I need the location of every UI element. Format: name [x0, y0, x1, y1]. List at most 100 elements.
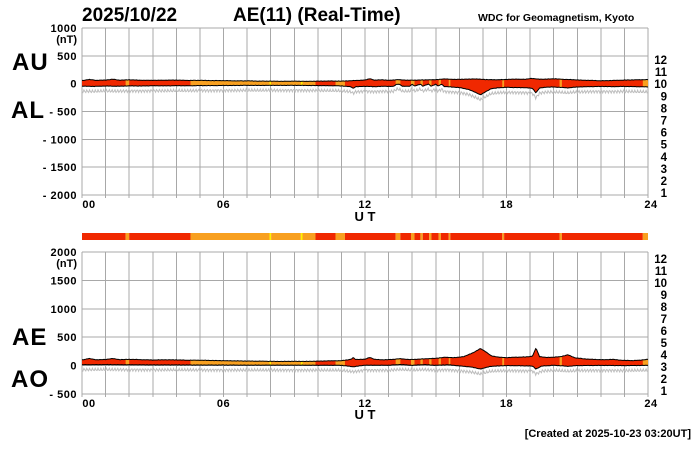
station-trace-fuzz	[81, 86, 649, 102]
ytick-label: 500	[57, 332, 77, 344]
station-strip-segment	[269, 233, 272, 240]
station-count-4: 4	[661, 350, 668, 362]
station-strip-segment	[420, 233, 423, 240]
station-count-10: 10	[654, 79, 667, 91]
ytick-label: - 1000	[43, 134, 77, 146]
xtick-label: 06	[217, 398, 230, 410]
station-strip-segment	[502, 233, 505, 240]
station-count-3: 3	[661, 362, 667, 374]
xtick-label: 18	[500, 398, 513, 410]
station-strip-segment	[302, 233, 316, 240]
band-segment	[300, 348, 303, 370]
x-axis-label: U T	[355, 407, 376, 422]
station-strip-segment	[300, 233, 303, 240]
station-strip-segment	[429, 233, 432, 240]
xtick-label: 18	[500, 199, 513, 211]
x-axis-label: U T	[355, 209, 376, 224]
xtick-label: 12	[358, 199, 371, 211]
ytick-label: - 500	[49, 389, 77, 401]
station-strip-segment	[190, 233, 270, 240]
series-label-al: AL	[11, 97, 45, 124]
xtick-label: 00	[82, 199, 95, 211]
lower-trace	[82, 363, 649, 370]
band-color-overlay	[125, 348, 648, 370]
station-strip-segment	[559, 233, 562, 240]
ytick-label: 1000	[51, 304, 77, 316]
created-timestamp: [Created at 2025-10-23 03:20UT]	[524, 428, 691, 440]
station-count-11: 11	[655, 266, 668, 278]
band-segment	[559, 348, 562, 370]
station-count-9: 9	[661, 91, 667, 103]
station-count-9: 9	[661, 290, 667, 302]
series-label-ae: AE	[12, 324, 48, 351]
y-unit-label: (nT)	[56, 258, 77, 270]
station-strip-segment	[431, 233, 439, 240]
ytick-label: 0	[70, 361, 77, 373]
station-strip-segment	[561, 233, 643, 240]
station-strip-segment	[450, 233, 503, 240]
station-strip-segment	[410, 233, 415, 240]
band-segment	[502, 348, 505, 370]
xtick-label: 24	[644, 199, 658, 211]
series-label-ao: AO	[11, 366, 49, 393]
band-segment	[559, 78, 562, 95]
station-count-2: 2	[661, 176, 667, 188]
ytick-label: 1000	[51, 23, 77, 35]
station-strip-segment	[129, 233, 191, 240]
station-count-6: 6	[661, 128, 667, 140]
station-strip-segment	[414, 233, 421, 240]
band-segment	[448, 348, 451, 370]
station-strip-segment	[271, 233, 301, 240]
station-strip-segment	[422, 233, 430, 240]
series-label-au: AU	[12, 49, 49, 76]
upper-trace	[82, 77, 649, 83]
station-strip-segment	[440, 233, 449, 240]
plot-title: AE(11) (Real-Time)	[233, 5, 401, 26]
station-count-10: 10	[654, 278, 667, 290]
station-count-4: 4	[661, 152, 668, 164]
station-count-8: 8	[661, 302, 668, 314]
station-count-12: 12	[654, 55, 667, 67]
band-segment	[302, 348, 316, 370]
xtick-label: 24	[644, 398, 658, 410]
band-segment	[190, 348, 270, 370]
band-segment	[395, 348, 401, 370]
station-count-5: 5	[661, 140, 668, 152]
station-count-7: 7	[661, 116, 667, 128]
band-segment	[642, 348, 648, 370]
ytick-label: - 2000	[43, 190, 77, 202]
lower-trace	[81, 83, 649, 96]
station-count-1: 1	[661, 188, 668, 200]
station-trace-fuzz	[81, 366, 649, 377]
station-count-2: 2	[661, 374, 667, 386]
station-strip-segment	[335, 233, 345, 240]
ytick-label: - 1500	[43, 162, 77, 174]
ytick-label: - 500	[49, 107, 77, 119]
station-count-11: 11	[655, 67, 668, 79]
station-strip-segment	[448, 233, 451, 240]
station-strip-segment	[315, 233, 336, 240]
band-segment	[410, 348, 415, 370]
station-strip-segment	[395, 233, 401, 240]
station-count-7: 7	[661, 314, 667, 326]
upper-trace	[81, 347, 649, 363]
station-count-5: 5	[661, 338, 668, 350]
ytick-label: 1500	[51, 275, 77, 287]
band-segment	[271, 348, 301, 370]
station-strip-segment	[642, 233, 648, 240]
station-strip-segment	[344, 233, 396, 240]
ytick-label: 2000	[51, 247, 77, 259]
station-count-8: 8	[661, 103, 668, 115]
band-segment	[502, 78, 505, 95]
data-source-label: WDC for Geomagnetism, Kyoto	[478, 12, 635, 24]
band-segment	[420, 348, 423, 370]
xtick-label: 12	[358, 398, 371, 410]
xtick-label: 06	[217, 199, 230, 211]
band-segment	[335, 348, 345, 370]
station-count-12: 12	[654, 254, 667, 266]
station-count-6: 6	[661, 326, 667, 338]
band-segment	[125, 348, 130, 370]
station-strip-segment	[438, 233, 441, 240]
